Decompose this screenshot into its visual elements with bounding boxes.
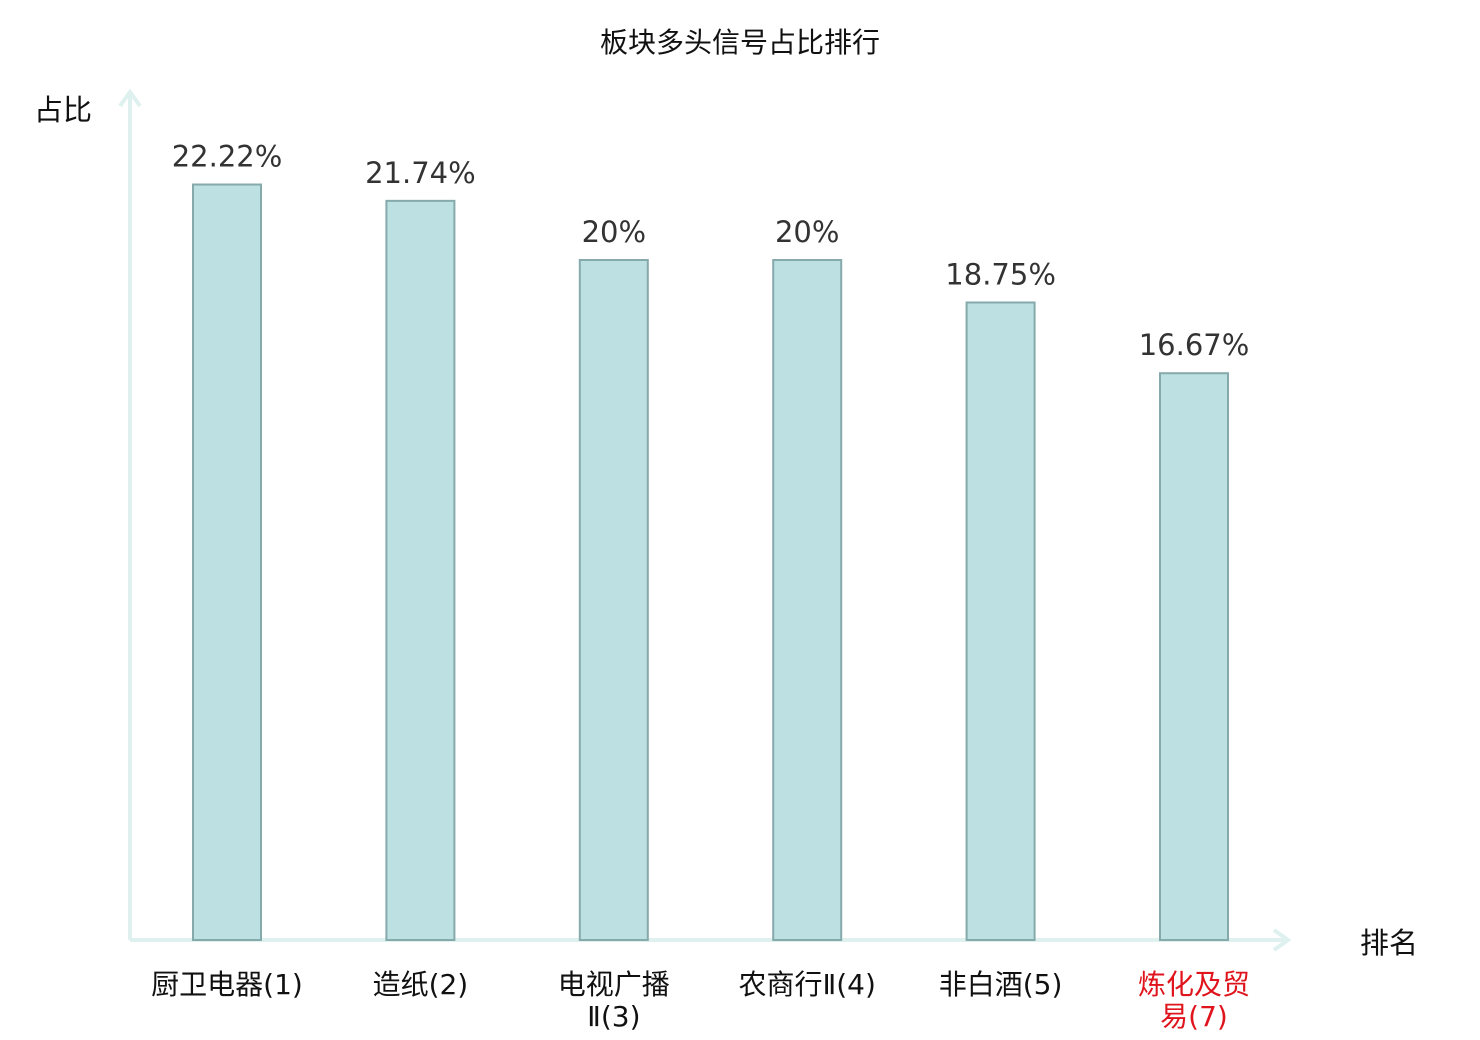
bar-3 [578,259,649,941]
category-label-line: 非白酒(5) [939,968,1063,1001]
x-axis-label: 排名 [1360,926,1418,960]
y-axis-arrow [118,88,142,108]
value-labels: 22.22% 21.74% 20% 20% 18.75% 16.67% [172,140,1250,363]
category-label-line: 炼化及贸 [1138,968,1250,1001]
bar-4 [772,259,843,941]
category-label-line: 农商行Ⅱ(4) [738,968,875,1001]
category-label-3: 电视广播 Ⅱ(3) [558,968,670,1033]
value-label-1: 22.22% [172,140,283,174]
value-label-6: 16.67% [1139,328,1250,362]
x-axis-arrow [1272,928,1292,952]
category-label-1: 厨卫电器(1) [151,968,303,1001]
bar-6 [1159,372,1229,942]
chart-title: 板块多头信号占比排行 [600,26,880,59]
value-label-2: 21.74% [365,156,476,190]
category-label-line: 厨卫电器(1) [151,968,303,1001]
category-labels: 厨卫电器(1) 造纸(2) 电视广播 Ⅱ(3) 农商行Ⅱ(4) 非白酒(5) 炼化及贸易(7… [151,968,1250,1033]
value-label-4: 20% [775,215,839,249]
category-label-line: 电视广播 [558,968,670,1001]
value-label-3: 20% [582,215,646,249]
category-label-line: Ⅱ(3) [587,1000,640,1033]
bars [192,183,1229,942]
y-axis-label: 占比 [34,93,92,127]
axes [118,88,1292,952]
bar-5 [965,301,1036,941]
bar-2 [385,199,456,941]
category-label-4: 农商行Ⅱ(4) [738,968,875,1001]
category-label-line: 造纸(2) [373,968,469,1001]
category-label-line: 易(7) [1160,1000,1228,1033]
bar-1 [192,183,262,941]
value-label-5: 18.75% [945,258,1056,292]
category-label-2: 造纸(2) [373,968,469,1001]
category-label-5: 非白酒(5) [939,968,1063,1001]
category-label-6: 炼化及贸易(7) [1138,968,1250,1033]
